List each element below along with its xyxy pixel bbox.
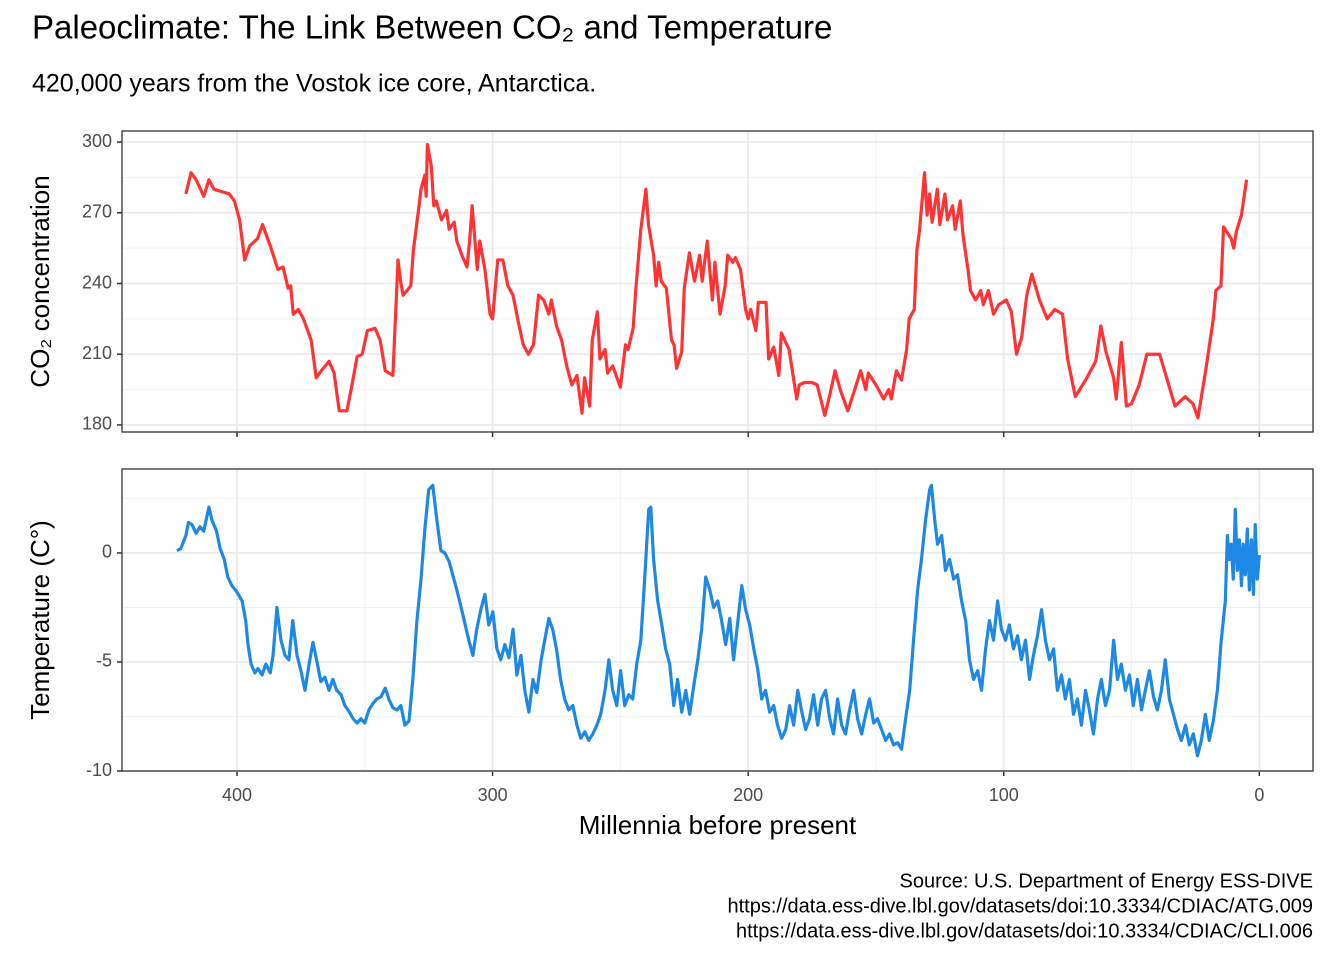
y-tick-label: 210 [82, 343, 112, 363]
caption: Source: U.S. Department of Energy ESS-DI… [899, 870, 1313, 892]
y-tick-label: 240 [82, 272, 112, 292]
y-tick-label: -5 [96, 651, 112, 671]
y-axis-title: Temperature (C°) [25, 520, 55, 720]
data-line [184, 142, 1249, 420]
chart-title: Paleoclimate: The Link Between CO₂ and T… [32, 9, 832, 46]
x-tick-label: 0 [1254, 785, 1264, 805]
y-tick-label: 270 [82, 202, 112, 222]
caption: https://data.ess-dive.lbl.gov/datasets/d… [736, 920, 1313, 942]
x-axis-title: Millennia before present [579, 810, 857, 840]
y-tick-label: 180 [82, 414, 112, 434]
y-tick-label: 0 [102, 542, 112, 562]
chart-subtitle: 420,000 years from the Vostok ice core, … [32, 70, 596, 98]
y-tick-label: -10 [86, 760, 112, 780]
panel-border [121, 468, 1314, 772]
y-axis-title: CO₂ concentration [25, 175, 55, 387]
data-line [176, 483, 1261, 758]
panel-background [122, 469, 1313, 771]
y-tick-label: 300 [82, 131, 112, 151]
x-tick-label: 400 [222, 785, 252, 805]
panel-border [121, 130, 1314, 433]
x-tick-label: 300 [478, 785, 508, 805]
x-tick-label: 200 [733, 785, 763, 805]
x-tick-label: 100 [989, 785, 1019, 805]
caption: https://data.ess-dive.lbl.gov/datasets/d… [727, 895, 1313, 917]
